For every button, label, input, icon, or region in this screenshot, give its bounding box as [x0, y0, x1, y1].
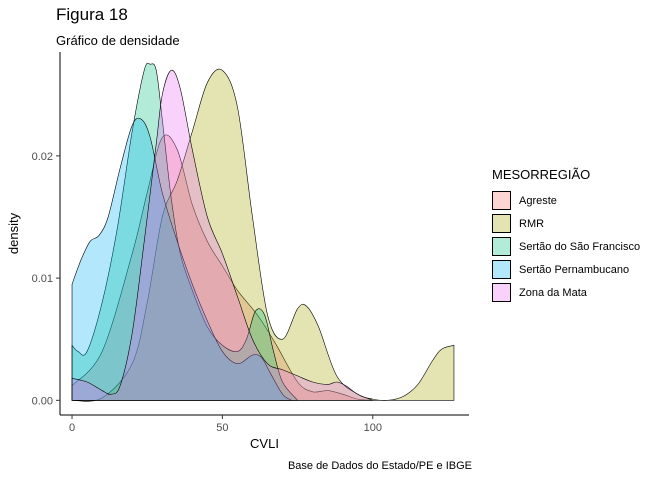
legend-items: Agreste RMR Sertão do São Francisco Sertão … — [492, 189, 640, 304]
legend-label: Agreste — [519, 194, 557, 207]
chart-caption: Base de Dados do Estado/PE e IBGE — [287, 460, 472, 472]
y-tick-label: 0.00 — [32, 395, 53, 407]
legend-swatch — [492, 260, 511, 279]
legend-swatch — [492, 283, 511, 302]
legend-title: MESORREGIÃO — [492, 167, 591, 182]
density-area-sertao-do-sao-francisco — [71, 62, 299, 401]
legend-label: Sertão do São Francisco — [519, 240, 641, 253]
legend-swatch — [492, 214, 511, 233]
x-tick-label: 0 — [69, 422, 75, 434]
axis-layer: 0 50 100 0.00 0.01 0.02 — [32, 52, 469, 434]
legend-swatch — [492, 237, 511, 256]
legend-item: RMR — [492, 212, 640, 235]
legend-item: Sertão Pernambucano — [492, 258, 640, 281]
legend-item: Sertão do São Francisco — [492, 235, 640, 258]
legend-item: Zona da Mata — [492, 281, 640, 304]
x-tick-label: 100 — [364, 422, 382, 434]
density-area-zona-da-mata — [71, 69, 373, 401]
y-axis-label: density — [6, 212, 21, 254]
chart-title: Figura 18 — [56, 5, 128, 24]
legend: MESORREGIÃO Agreste RMR Sertão do São Fran… — [492, 167, 640, 304]
legend-label: Zona da Mata — [519, 286, 587, 299]
density-area-rmr — [72, 68, 455, 402]
x-tick-label: 50 — [216, 422, 228, 434]
legend-label: RMR — [519, 217, 545, 230]
legend-item: Agreste — [492, 189, 640, 212]
series-layer — [71, 62, 455, 402]
y-tick-label: 0.01 — [32, 273, 53, 285]
density-area-agreste — [71, 134, 373, 401]
chart-subtitle: Gráfico de densidade — [56, 33, 180, 48]
density-area-sertao-pernambucano — [71, 117, 293, 401]
legend-swatch — [492, 191, 511, 210]
y-tick-label: 0.02 — [32, 151, 53, 163]
x-axis-label: CVLI — [250, 436, 279, 451]
legend-label: Sertão Pernambucano — [519, 263, 630, 276]
